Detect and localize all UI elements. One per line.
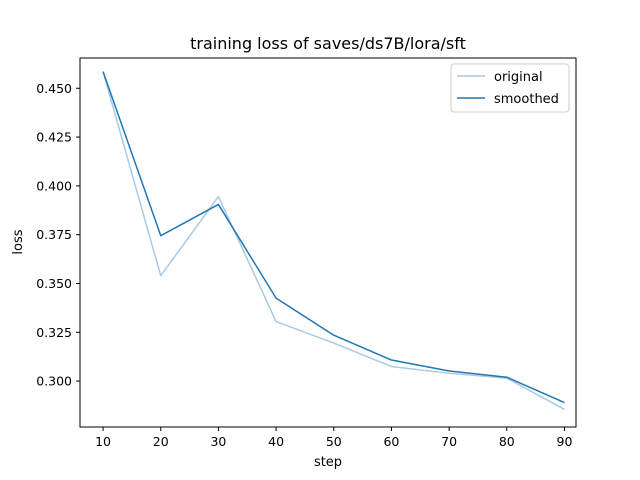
y-tick-label: 0.400 — [36, 178, 72, 193]
x-tick-label: 60 — [383, 434, 399, 449]
x-axis: 10 20 30 40 50 60 70 80 90 — [95, 427, 572, 449]
chart-title: training loss of saves/ds7B/lora/sft — [190, 34, 466, 53]
legend-label-original: original — [494, 70, 543, 85]
x-tick-label: 90 — [557, 434, 573, 449]
x-tick-label: 70 — [441, 434, 457, 449]
y-tick-label: 0.450 — [36, 81, 72, 96]
y-tick-label: 0.350 — [36, 276, 72, 291]
y-tick-label: 0.375 — [36, 227, 72, 242]
x-tick-label: 30 — [210, 434, 226, 449]
series-layer — [102, 71, 565, 411]
x-tick-label: 40 — [268, 434, 284, 449]
x-tick-label: 10 — [95, 434, 111, 449]
legend: original smoothed — [450, 63, 570, 113]
y-tick-label: 0.325 — [36, 325, 72, 340]
y-axis: 0.300 0.325 0.350 0.375 0.400 0.425 0.450 — [36, 81, 80, 389]
plot-frame — [79, 57, 577, 428]
x-tick-label: 50 — [326, 434, 342, 449]
series-line-original — [102, 71, 565, 411]
y-tick-label: 0.425 — [36, 130, 72, 145]
x-tick-label: 20 — [153, 434, 169, 449]
x-axis-label: step — [314, 455, 342, 470]
legend-label-smoothed: smoothed — [494, 92, 559, 107]
series-line-smoothed — [102, 71, 565, 404]
y-axis-label: loss — [11, 229, 26, 254]
plot-area — [80, 58, 576, 427]
y-tick-label: 0.300 — [36, 374, 72, 389]
x-tick-label: 80 — [499, 434, 515, 449]
